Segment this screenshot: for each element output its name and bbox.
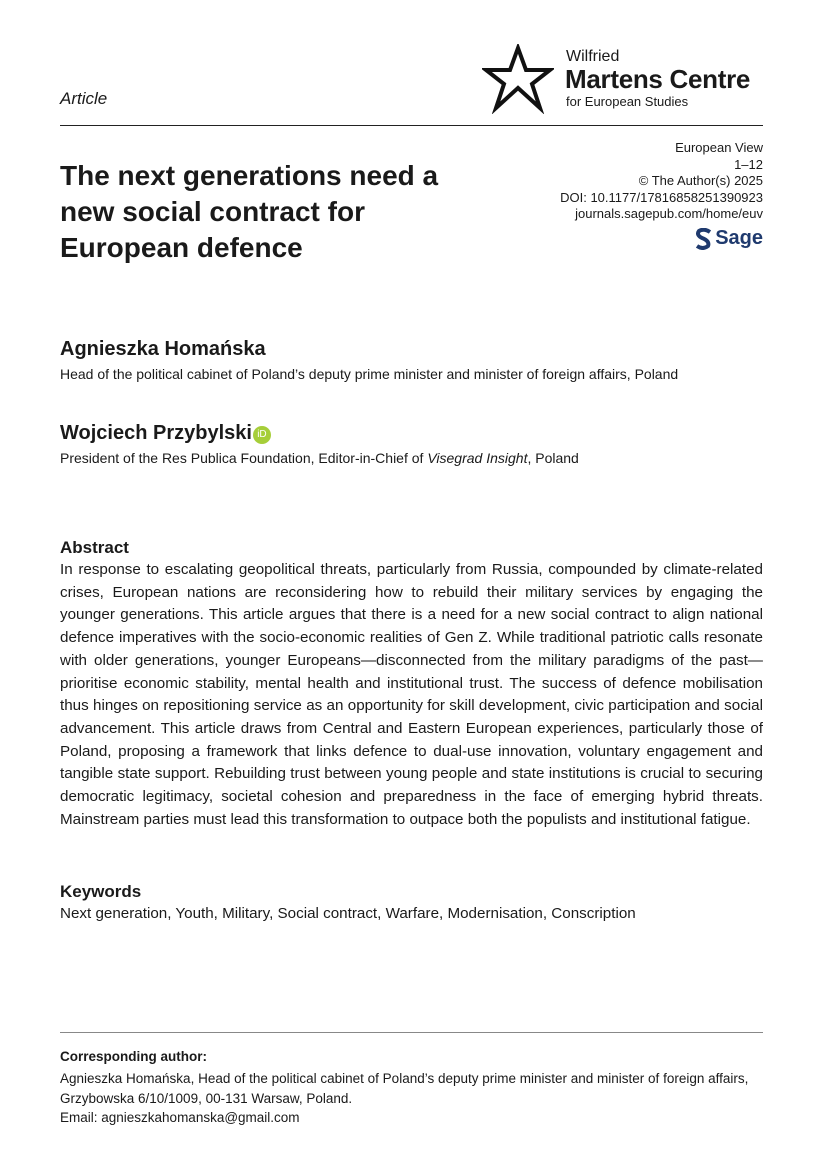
author-affiliation: Head of the political cabinet of Poland’… xyxy=(60,366,679,382)
star-logo-icon xyxy=(482,44,554,114)
publisher-name: Sage xyxy=(715,227,763,249)
keywords-heading: Keywords xyxy=(60,882,142,901)
martens-centre-logo: Wilfried Martens Centre for European Stu… xyxy=(482,44,772,114)
affiliation-text: President of the Res Publica Foundation,… xyxy=(60,450,428,466)
abstract-heading: Abstract xyxy=(60,538,129,557)
article-type-label: Article xyxy=(60,89,108,108)
footnote-divider xyxy=(60,1032,763,1033)
author-name: Agnieszka Homańska xyxy=(60,338,266,360)
author-name: Wojciech Przybylski iD xyxy=(60,422,271,445)
logo-line2: Martens Centre xyxy=(565,64,751,94)
journal-meta: European View 1–12 © The Author(s) 2025 … xyxy=(560,140,763,223)
page-range: 1–12 xyxy=(734,156,763,172)
corresponding-email[interactable]: Email: agnieszkahomanska@gmail.com xyxy=(60,1110,300,1125)
abstract-text: In response to escalating geopolitical t… xyxy=(60,561,763,828)
journal-url[interactable]: journals.sagepub.com/home/euv xyxy=(575,206,763,221)
affiliation-italic: Visegrad Insight xyxy=(427,450,528,466)
author-affiliation: President of the Res Publica Foundation,… xyxy=(60,450,579,466)
corresponding-author-label: Corresponding author: xyxy=(60,1049,207,1064)
corresponding-address: Agnieszka Homańska, Head of the politica… xyxy=(60,1071,749,1106)
corresponding-author-details: Agnieszka Homańska, Head of the politica… xyxy=(60,1069,770,1128)
logo-line3: for European Studies xyxy=(566,94,689,109)
affiliation-text-end: , Poland xyxy=(527,450,579,466)
logo-line1: Wilfried xyxy=(566,48,620,65)
sage-s-icon xyxy=(696,227,712,250)
sage-logo: Sage xyxy=(696,227,763,250)
article-title: The next generations need a new social c… xyxy=(60,160,439,263)
doi[interactable]: DOI: 10.1177/17816858251390923 xyxy=(560,189,763,205)
journal-name: European View xyxy=(675,140,763,155)
keywords-text: Next generation, Youth, Military, Social… xyxy=(60,905,636,922)
orcid-icon[interactable]: iD xyxy=(252,426,271,444)
copyright: © The Author(s) 2025 xyxy=(638,173,763,188)
author-name-text: Wojciech Przybylski xyxy=(60,422,252,444)
header-divider xyxy=(60,125,763,126)
